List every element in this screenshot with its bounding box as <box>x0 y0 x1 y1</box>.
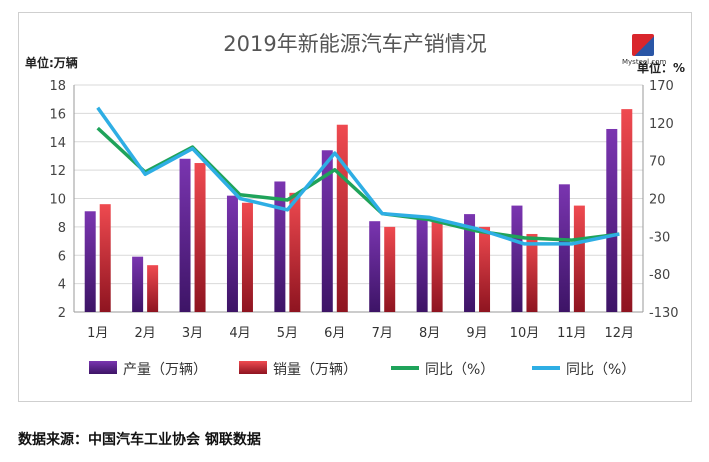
production-bar <box>84 211 96 312</box>
x-axis-tick-label: 7月 <box>372 326 393 341</box>
left-axis-tick-label: 6 <box>58 249 66 264</box>
left-axis-tick-label: 14 <box>49 136 66 151</box>
production-bar <box>274 181 286 312</box>
production-bar <box>369 221 381 312</box>
sales-bar <box>147 265 159 312</box>
data-source-note: 数据来源：中国汽车工业协会 钢联数据 <box>18 432 261 448</box>
legend-production-label: 产量（万辆） <box>123 362 207 378</box>
legend-yoy-green-label: 同比（%） <box>425 362 494 378</box>
right-axis-tick-label: 120 <box>649 117 674 132</box>
left-axis-tick-label: 4 <box>58 278 66 293</box>
left-axis-tick-label: 10 <box>49 193 66 208</box>
right-axis-tick-label: -30 <box>649 230 670 245</box>
right-axis-tick-label: 20 <box>649 193 666 208</box>
x-axis-tick-label: 5月 <box>277 326 298 341</box>
x-axis-tick-label: 10月 <box>510 326 540 341</box>
x-axis-tick-label: 9月 <box>466 326 487 341</box>
sales-bar <box>241 202 253 312</box>
sales-bar <box>289 192 301 312</box>
right-axis-unit: 单位：% <box>637 60 685 75</box>
production-bar <box>606 128 618 312</box>
x-axis-tick-label: 3月 <box>182 326 203 341</box>
left-axis-unit: 单位:万辆 <box>25 55 78 70</box>
sales-bar <box>336 124 348 312</box>
legend-sales-label: 销量（万辆） <box>273 362 357 378</box>
legend-sales-swatch <box>239 361 267 374</box>
mysteel-logo-mark <box>632 34 654 56</box>
production-bar <box>226 195 238 312</box>
x-axis-tick-label: 6月 <box>324 326 345 341</box>
left-axis-tick-label: 18 <box>49 79 66 94</box>
production-bar <box>179 158 191 312</box>
production-bar <box>132 256 144 312</box>
left-axis-tick-label: 12 <box>49 164 66 179</box>
left-axis-tick-label: 16 <box>49 107 66 122</box>
left-axis-tick-label: 8 <box>58 221 66 236</box>
yoy-line-blue <box>96 106 620 246</box>
right-axis-tick-label: 70 <box>649 155 666 170</box>
x-axis-tick-label: 2月 <box>134 326 155 341</box>
x-axis-tick-label: 8月 <box>419 326 440 341</box>
x-axis-tick-label: 1月 <box>87 326 108 341</box>
mysteel-logo: Mysteel.com <box>622 34 666 72</box>
sales-bar <box>431 219 443 312</box>
right-axis-tick-label: 170 <box>649 79 674 94</box>
chart-title: 2019年新能源汽车产销情况 <box>223 32 486 56</box>
left-axis-tick-label: 2 <box>58 306 66 321</box>
sales-bar <box>384 226 396 312</box>
chart-svg: 2019年新能源汽车产销情况 单位:万辆 单位：% 2 4 6 8 10 12 14 16 18… <box>25 32 685 378</box>
right-axis-tick-label: -80 <box>649 268 670 283</box>
production-bar <box>511 205 523 312</box>
sales-bar <box>194 163 206 312</box>
chart-container: 2019年新能源汽车产销情况 单位:万辆 单位：% 2 4 6 8 10 12 14 16 18… <box>18 12 692 402</box>
production-bar <box>321 150 333 312</box>
sales-bar <box>99 204 111 312</box>
sales-bar <box>573 205 585 312</box>
mysteel-logo-site: Mysteel.com <box>622 58 667 66</box>
legend-production-swatch <box>89 361 117 374</box>
x-axis-tick-label: 12月 <box>605 326 635 341</box>
production-bar <box>416 216 428 312</box>
legend-yoy-blue-label: 同比（%） <box>566 362 635 378</box>
sales-bar <box>621 109 633 313</box>
right-axis-tick-label: -130 <box>649 306 679 321</box>
production-bar <box>558 184 570 312</box>
x-axis-tick-label: 4月 <box>229 326 250 341</box>
sales-bar <box>526 233 538 312</box>
x-axis-tick-label: 11月 <box>557 326 587 341</box>
sales-bar <box>479 226 491 312</box>
production-bar <box>464 214 476 312</box>
